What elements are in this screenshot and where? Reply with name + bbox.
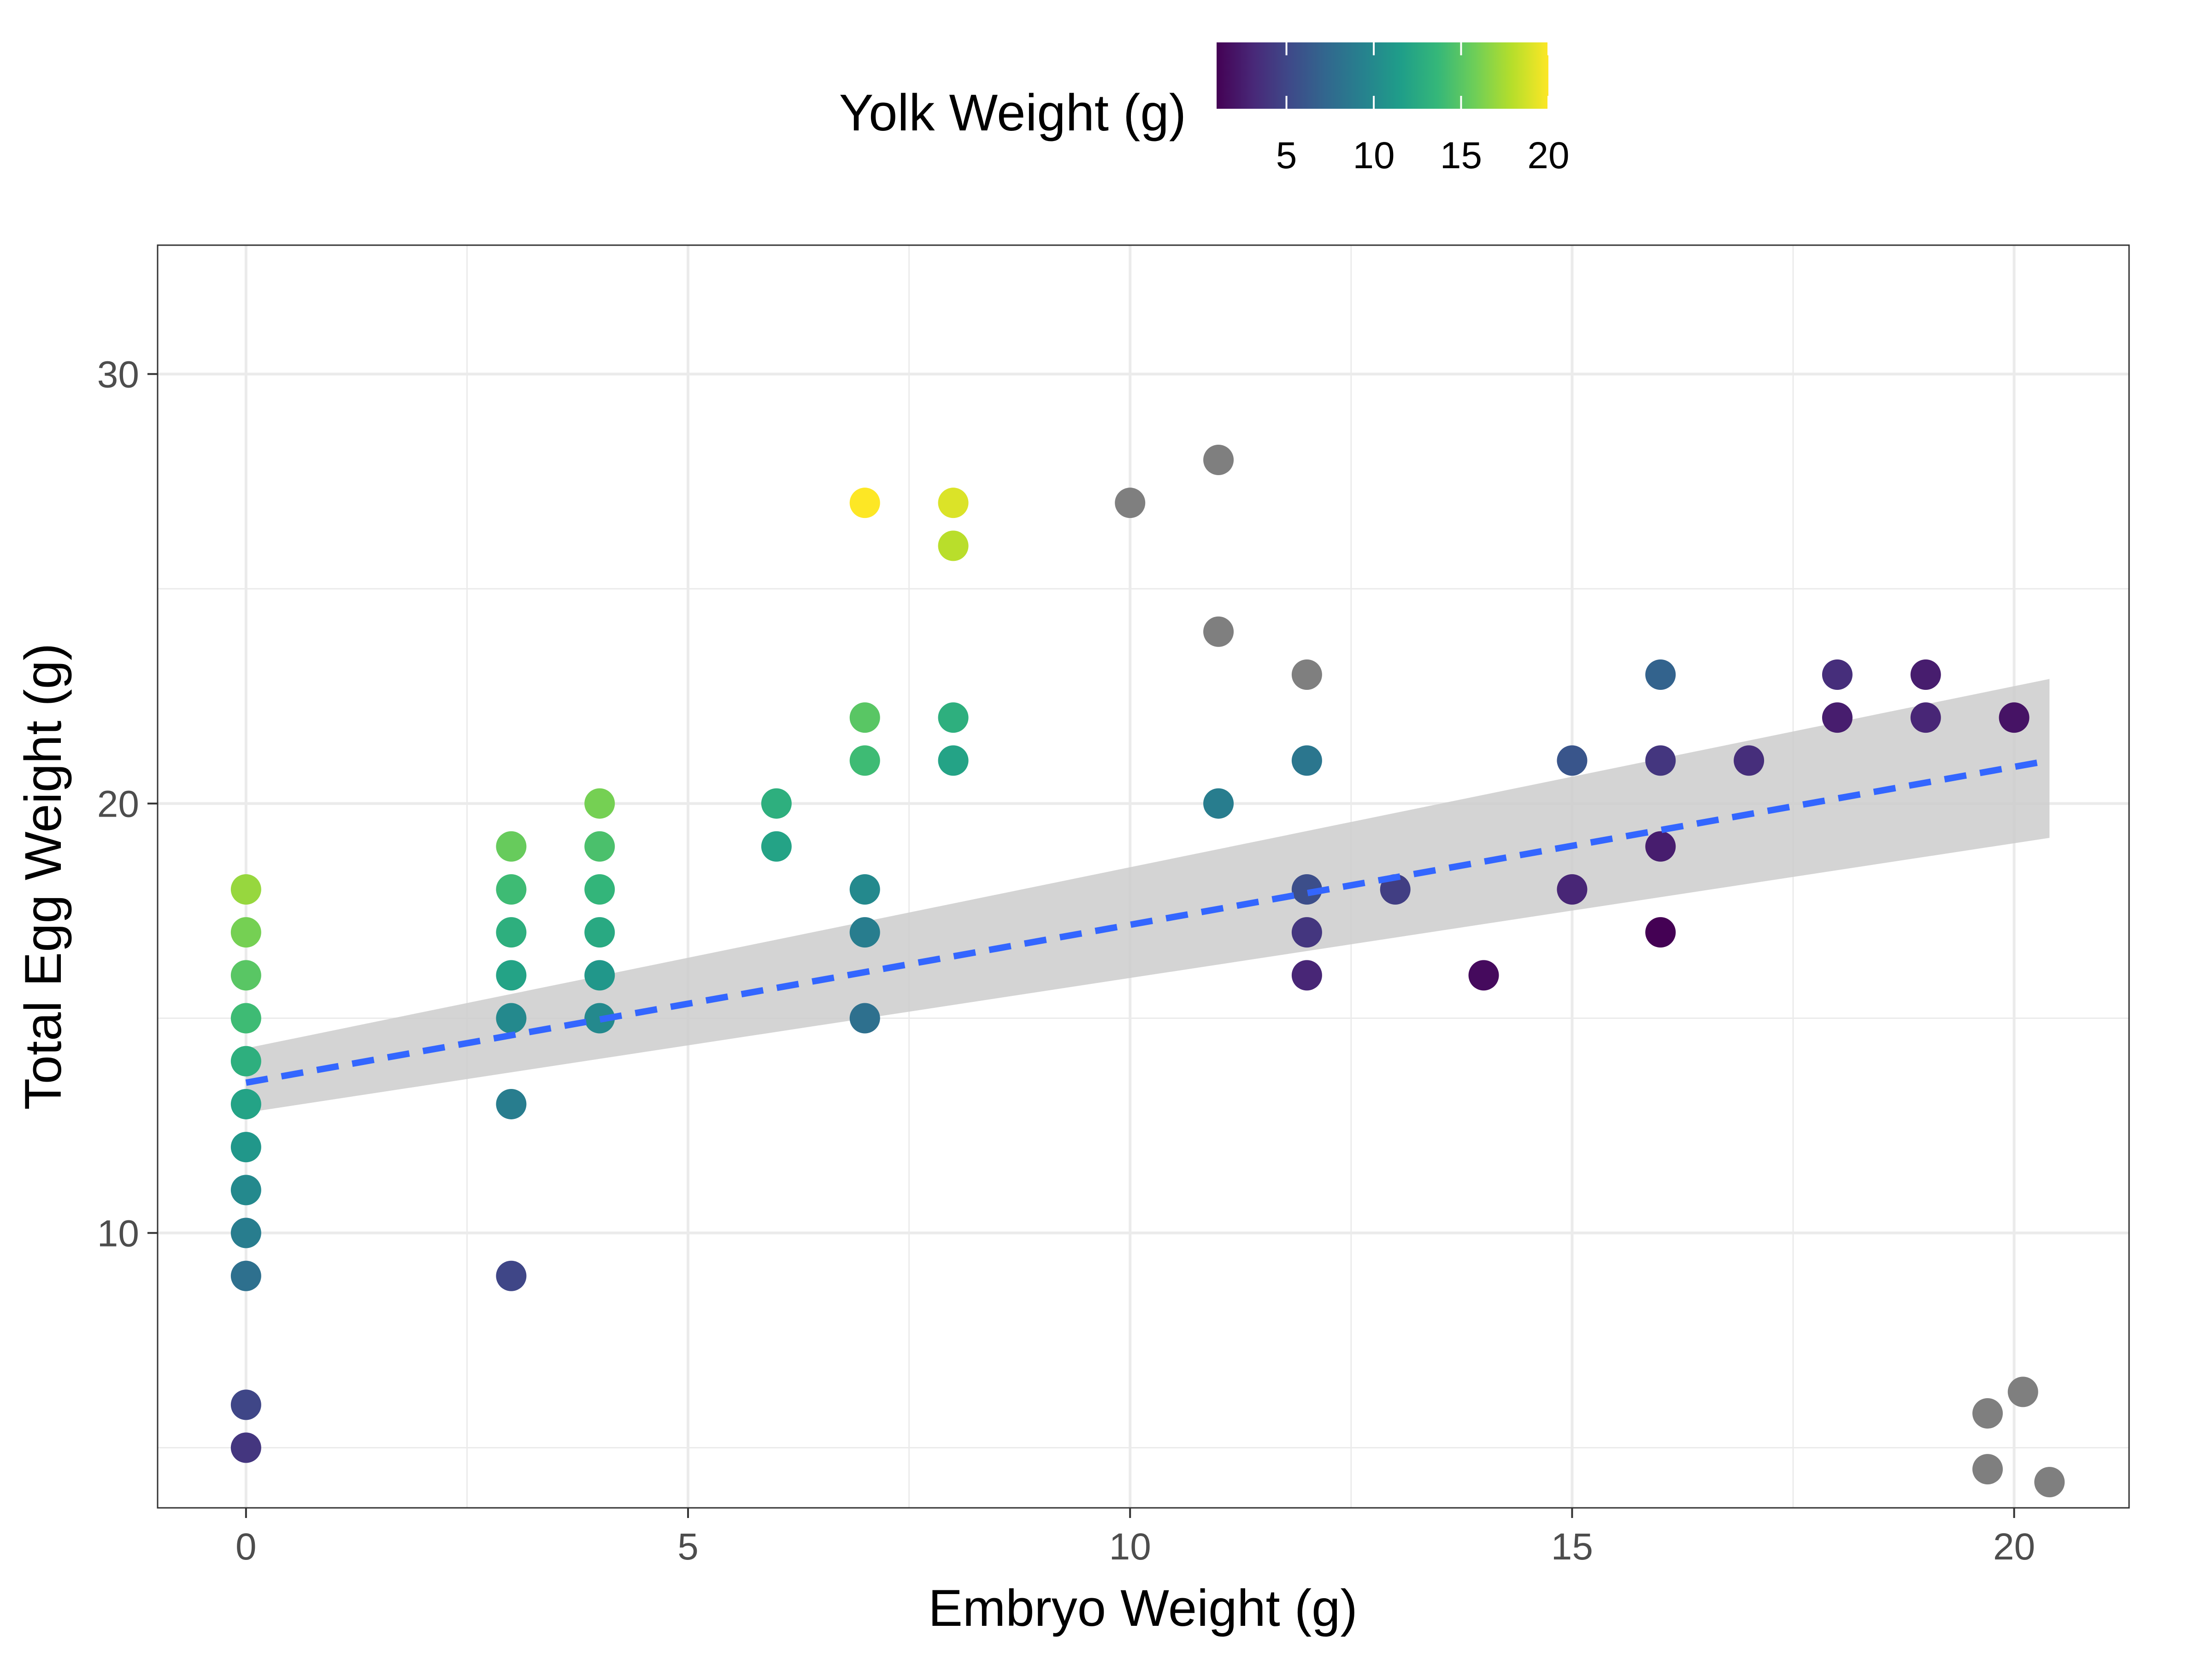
x-tick-label: 0 (235, 1526, 257, 1568)
data-point (230, 917, 261, 948)
data-point (496, 874, 527, 905)
data-point (584, 1003, 615, 1034)
data-point (230, 874, 261, 905)
data-point (1822, 702, 1853, 733)
data-point (496, 831, 527, 862)
data-point (938, 530, 969, 561)
data-point (1822, 659, 1853, 690)
legend-ticks (1285, 42, 1549, 109)
data-point (849, 874, 880, 905)
y-tick-label: 20 (97, 783, 139, 825)
data-point (849, 917, 880, 948)
x-tick-label: 5 (677, 1526, 699, 1568)
data-point (761, 788, 792, 819)
data-point (1557, 745, 1588, 776)
data-point (496, 1003, 527, 1034)
data-point (584, 874, 615, 905)
trend-line (245, 757, 2050, 1086)
data-point (1115, 488, 1146, 518)
data-point (496, 917, 527, 948)
data-point (496, 960, 527, 991)
data-point (2034, 1467, 2065, 1498)
data-point (1203, 444, 1234, 475)
data-point (849, 1003, 880, 1034)
data-point (1291, 659, 1322, 690)
x-axis: 0 5 10 15 20 (235, 1508, 2035, 1568)
data-point (1291, 960, 1322, 991)
data-point (230, 1389, 261, 1420)
plot-panel (157, 244, 2130, 1509)
legend-tick-label: 20 (1527, 135, 1569, 176)
data-point (849, 488, 880, 518)
panel-border (157, 244, 2130, 1509)
data-point (1557, 874, 1588, 905)
data-point (761, 831, 792, 862)
data-point (230, 1003, 261, 1034)
data-point (584, 960, 615, 991)
data-point (230, 960, 261, 991)
data-point (1972, 1454, 2003, 1485)
legend-tick-label: 15 (1440, 135, 1482, 176)
legend-colorbar (1217, 42, 1548, 109)
x-tick-label: 10 (1109, 1526, 1151, 1568)
data-point (1972, 1398, 2003, 1429)
data-point (230, 1132, 261, 1163)
y-tick-label: 10 (97, 1213, 139, 1255)
data-point (1645, 917, 1676, 948)
legend-tick-labels: 5 10 15 20 (1276, 135, 1570, 176)
data-point (938, 745, 969, 776)
data-point (1468, 960, 1499, 991)
data-point (1291, 745, 1322, 776)
data-point (938, 702, 969, 733)
data-point (1910, 702, 1941, 733)
data-point (1734, 745, 1765, 776)
legend-tick-label: 10 (1353, 135, 1394, 176)
data-point (230, 1046, 261, 1077)
data-points (230, 444, 2065, 1498)
y-axis: 10 20 30 (97, 354, 158, 1255)
x-axis-title: Embryo Weight (g) (928, 1579, 1358, 1637)
legend: Yolk Weight (g) 5 10 15 20 (839, 42, 1570, 176)
legend-title: Yolk Weight (g) (839, 84, 1186, 141)
data-point (1999, 702, 2030, 733)
data-point (2007, 1377, 2038, 1407)
legend-tick-label: 5 (1276, 135, 1297, 176)
data-point (230, 1175, 261, 1206)
confidence-band (246, 679, 2050, 1113)
data-point (496, 1088, 527, 1119)
data-point (584, 788, 615, 819)
y-axis-title: Total Egg Weight (g) (14, 643, 72, 1110)
data-point (938, 488, 969, 518)
data-point (1291, 917, 1322, 948)
x-tick-label: 20 (1993, 1526, 2035, 1568)
data-point (849, 745, 880, 776)
data-point (230, 1218, 261, 1248)
data-point (1291, 874, 1322, 905)
data-point (230, 1088, 261, 1119)
data-point (584, 831, 615, 862)
x-tick-label: 15 (1551, 1526, 1593, 1568)
data-point (1203, 788, 1234, 819)
data-point (1645, 745, 1676, 776)
data-point (230, 1432, 261, 1463)
data-point (1645, 831, 1676, 862)
data-point (230, 1260, 261, 1291)
data-point (1910, 659, 1941, 690)
data-point (496, 1260, 527, 1291)
data-point (849, 702, 880, 733)
data-point (584, 917, 615, 948)
data-point (1645, 659, 1676, 690)
data-point (1203, 616, 1234, 647)
y-tick-label: 30 (97, 354, 139, 396)
